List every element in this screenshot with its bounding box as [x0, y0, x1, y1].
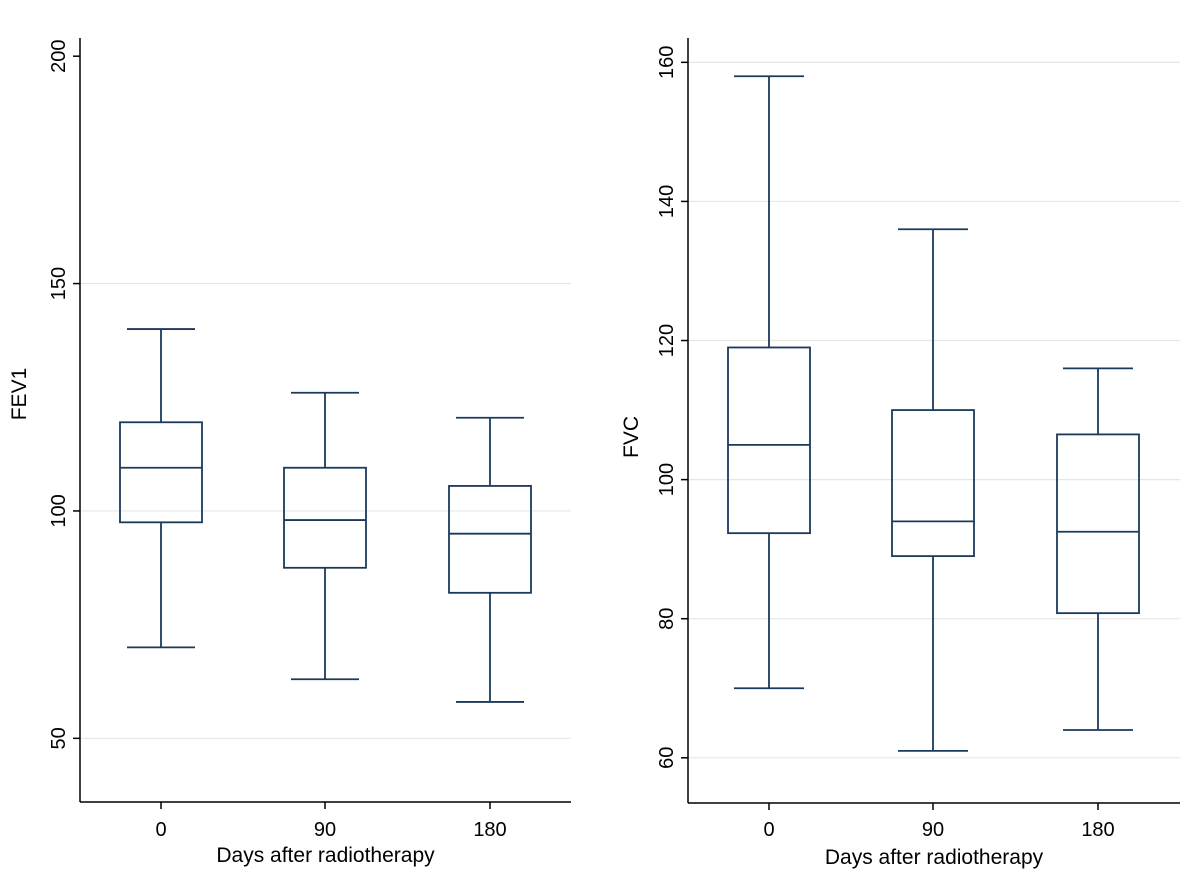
- x-tick-label: 90: [314, 819, 336, 841]
- y-tick-label: 100: [48, 494, 70, 527]
- y-tick-label: 120: [656, 324, 678, 357]
- iqr-box: [1056, 433, 1140, 615]
- y-tick-label: 100: [656, 463, 678, 496]
- iqr-box: [891, 409, 975, 558]
- x-tick-label: 90: [922, 819, 944, 841]
- fvc-panel: 60 80 100 120 140 160 FVC 0 90 180 Days after radi…: [620, 38, 1180, 869]
- y-axis-title: FEV1: [8, 368, 31, 421]
- x-tick-label: 180: [1081, 819, 1114, 841]
- iqr-box: [283, 466, 367, 569]
- y-tick-label: 200: [48, 40, 70, 73]
- iqr-box: [448, 485, 532, 594]
- box-plot-180: [448, 416, 532, 703]
- box-plot-0: [119, 328, 203, 649]
- x-tick-label: 180: [473, 819, 506, 841]
- fev1-panel: 50 100 150 200 FEV1 0 90 180 Days after radiothe…: [8, 38, 571, 867]
- y-tick-label: 60: [656, 747, 678, 769]
- y-tick-label: 150: [48, 267, 70, 300]
- y-tick-label: 50: [48, 727, 70, 749]
- x-tick-label: 0: [763, 819, 774, 841]
- box-plot-0: [727, 75, 811, 690]
- box-plot-90: [891, 228, 975, 752]
- x-axis-title: Days after radiotherapy: [216, 844, 435, 867]
- y-axis-title: FVC: [620, 416, 643, 458]
- iqr-box: [727, 346, 811, 535]
- iqr-box: [119, 421, 203, 524]
- y-tick-label: 80: [656, 608, 678, 630]
- y-tick-label: 140: [656, 185, 678, 218]
- x-tick-label: 0: [155, 819, 166, 841]
- box-plot-180: [1056, 367, 1140, 731]
- y-tick-label: 160: [656, 46, 678, 79]
- x-axis-title: Days after radiotherapy: [825, 846, 1044, 869]
- box-plot-90: [283, 391, 367, 681]
